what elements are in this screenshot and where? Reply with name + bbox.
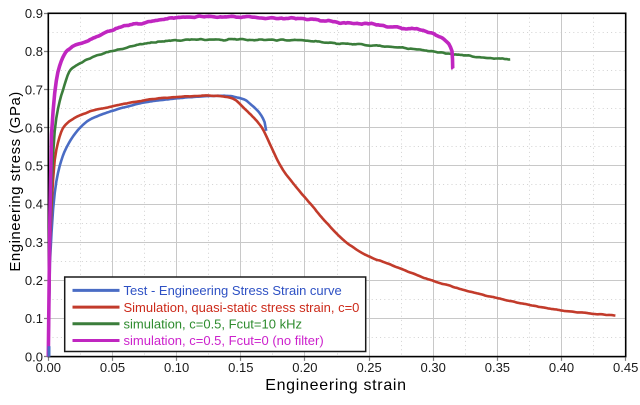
svg-text:0.05: 0.05 xyxy=(100,360,125,375)
svg-text:0.5: 0.5 xyxy=(25,159,43,174)
svg-text:0.3: 0.3 xyxy=(25,235,43,250)
svg-text:0.35: 0.35 xyxy=(485,360,510,375)
svg-text:0.25: 0.25 xyxy=(356,360,381,375)
svg-text:0.40: 0.40 xyxy=(549,360,574,375)
svg-text:0.00: 0.00 xyxy=(36,360,61,375)
svg-text:0.0: 0.0 xyxy=(25,349,43,364)
svg-text:0.7: 0.7 xyxy=(25,82,43,97)
svg-text:0.30: 0.30 xyxy=(421,360,446,375)
svg-text:Engineering stress (GPa): Engineering stress (GPa) xyxy=(7,91,24,271)
svg-text:Simulation, quasi-static stres: Simulation, quasi-static stress strain, … xyxy=(124,300,360,315)
svg-text:0.15: 0.15 xyxy=(228,360,253,375)
svg-text:0.6: 0.6 xyxy=(25,120,43,135)
svg-text:0.45: 0.45 xyxy=(613,360,638,375)
svg-text:Engineering strain: Engineering strain xyxy=(265,377,407,394)
svg-text:0.1: 0.1 xyxy=(25,311,43,326)
svg-text:0.20: 0.20 xyxy=(292,360,317,375)
svg-text:Test - Engineering Stress Stra: Test - Engineering Stress Strain curve xyxy=(124,283,342,298)
svg-text:simulation, c=0.5, Fcut=10 kHz: simulation, c=0.5, Fcut=10 kHz xyxy=(124,317,302,332)
svg-text:0.9: 0.9 xyxy=(25,6,43,21)
svg-text:0.8: 0.8 xyxy=(25,44,43,59)
svg-text:0.2: 0.2 xyxy=(25,273,43,288)
svg-text:simulation, c=0.5, Fcut=0 (no: simulation, c=0.5, Fcut=0 (no filter) xyxy=(124,333,324,348)
svg-text:0.4: 0.4 xyxy=(25,197,43,212)
svg-text:0.10: 0.10 xyxy=(164,360,189,375)
